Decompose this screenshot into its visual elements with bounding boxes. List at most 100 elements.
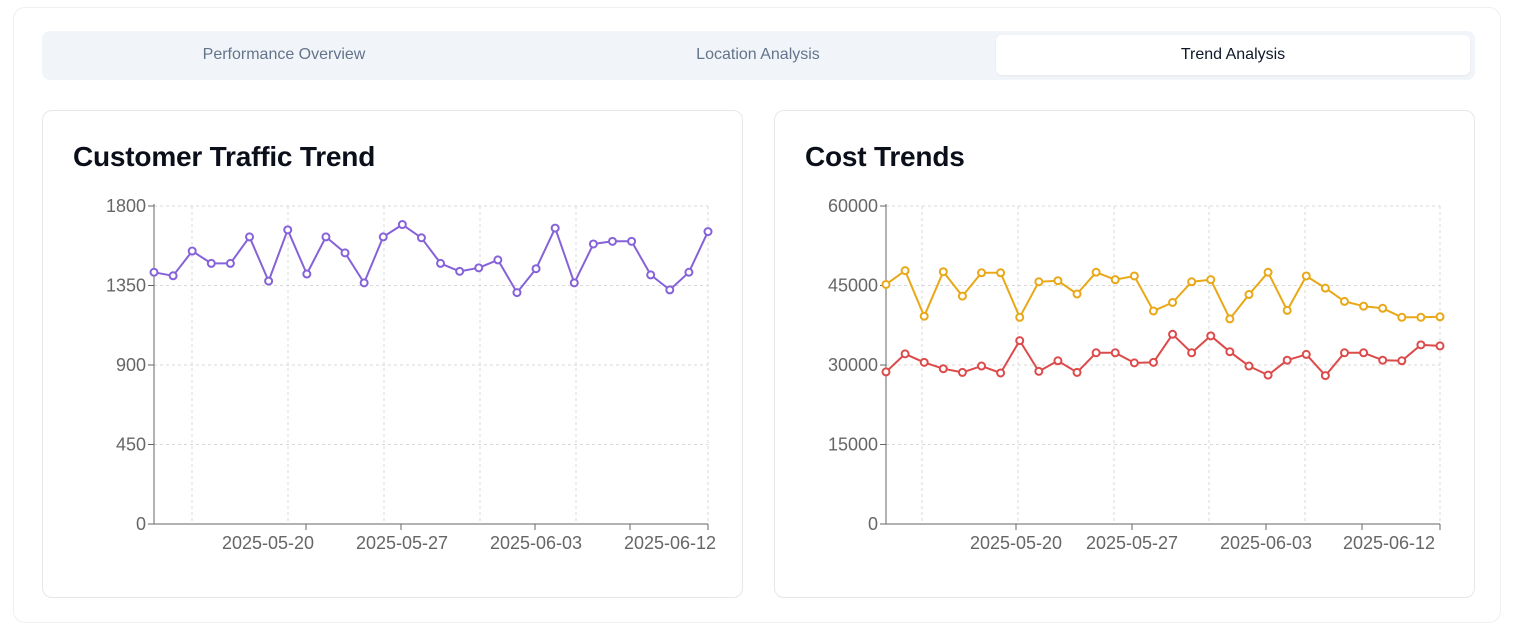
data-point bbox=[1263, 370, 1273, 380]
data-point bbox=[1072, 367, 1082, 377]
x-tick-label: 2025-06-03 bbox=[490, 533, 582, 553]
customer-traffic-title: Customer Traffic Trend bbox=[73, 141, 376, 172]
data-point bbox=[1072, 289, 1082, 299]
data-point bbox=[1378, 303, 1388, 313]
y-tick-label: 450 bbox=[116, 435, 146, 455]
data-point bbox=[1015, 336, 1025, 346]
data-point bbox=[206, 258, 216, 268]
data-point bbox=[264, 276, 274, 286]
data-point bbox=[919, 311, 929, 321]
data-point bbox=[1244, 290, 1254, 300]
cost-trends-chart: 0 15000 30000 45000 60000 2025-05-20 2025-05-2… bbox=[828, 196, 1445, 553]
tab-location-analysis[interactable]: Location Analysis bbox=[696, 46, 820, 63]
data-point bbox=[919, 357, 929, 367]
data-point bbox=[1129, 358, 1139, 368]
data-point bbox=[881, 279, 891, 289]
data-point bbox=[225, 258, 235, 268]
data-point bbox=[1378, 355, 1388, 365]
y-tick-label: 30000 bbox=[828, 355, 878, 375]
x-tick-label: 2025-06-03 bbox=[1220, 533, 1312, 553]
data-point bbox=[900, 349, 910, 359]
data-point bbox=[1015, 312, 1025, 322]
x-tick-label: 2025-05-27 bbox=[1086, 533, 1178, 553]
data-point bbox=[397, 220, 407, 230]
data-point bbox=[957, 367, 967, 377]
tab-bar: Performance Overview Location Analysis T… bbox=[42, 31, 1475, 80]
data-point bbox=[1168, 297, 1178, 307]
data-point bbox=[938, 267, 948, 277]
data-point bbox=[1187, 348, 1197, 358]
data-point bbox=[550, 223, 560, 233]
data-point bbox=[1339, 348, 1349, 358]
data-point bbox=[1110, 275, 1120, 285]
data-point bbox=[245, 232, 255, 242]
data-point bbox=[938, 364, 948, 374]
data-point bbox=[1129, 271, 1139, 281]
data-point bbox=[474, 263, 484, 273]
data-point bbox=[1206, 331, 1216, 341]
data-point bbox=[996, 368, 1006, 378]
data-point bbox=[1187, 277, 1197, 287]
y-tick-label: 0 bbox=[136, 514, 146, 534]
data-point bbox=[1397, 312, 1407, 322]
data-point bbox=[1148, 306, 1158, 316]
data-point bbox=[703, 227, 713, 237]
data-point bbox=[416, 233, 426, 243]
data-point bbox=[302, 269, 312, 279]
data-point bbox=[187, 246, 197, 256]
y-tick-label: 900 bbox=[116, 355, 146, 375]
data-point bbox=[1301, 349, 1311, 359]
y-tick-label: 45000 bbox=[828, 276, 878, 296]
data-point bbox=[168, 271, 178, 281]
data-point bbox=[1263, 267, 1273, 277]
series-line bbox=[153, 223, 709, 294]
data-point bbox=[1225, 314, 1235, 324]
tab-trend-analysis[interactable]: Trend Analysis bbox=[996, 35, 1470, 75]
data-point bbox=[1359, 301, 1369, 311]
data-point bbox=[1320, 283, 1330, 293]
data-point bbox=[881, 367, 891, 377]
data-point bbox=[977, 361, 987, 371]
customer-traffic-card: Customer Traffic Trend 0 450 900 1350 1800 20… bbox=[42, 110, 743, 598]
data-point bbox=[996, 268, 1006, 278]
data-point bbox=[493, 255, 503, 265]
data-point bbox=[1282, 305, 1292, 315]
series-line bbox=[885, 269, 1441, 320]
data-point bbox=[1359, 348, 1369, 358]
data-point bbox=[1339, 296, 1349, 306]
data-point bbox=[1320, 371, 1330, 381]
data-point bbox=[1034, 366, 1044, 376]
tab-performance-overview[interactable]: Performance Overview bbox=[202, 46, 366, 63]
data-point bbox=[1397, 356, 1407, 366]
data-point bbox=[1206, 275, 1216, 285]
data-point bbox=[378, 232, 388, 242]
data-point bbox=[1416, 340, 1426, 350]
data-point bbox=[340, 248, 350, 258]
data-point bbox=[1034, 277, 1044, 287]
data-point bbox=[1053, 276, 1063, 286]
data-point bbox=[1091, 348, 1101, 358]
data-point bbox=[283, 225, 293, 235]
data-point bbox=[321, 232, 331, 242]
data-point bbox=[1435, 312, 1445, 322]
data-point bbox=[1091, 267, 1101, 277]
series-line bbox=[885, 333, 1441, 377]
customer-traffic-chart: 0 450 900 1350 1800 2025-05-20 2025-05-27 2025-… bbox=[106, 196, 716, 553]
y-tick-label: 1800 bbox=[106, 196, 146, 216]
data-point bbox=[455, 266, 465, 276]
data-point bbox=[1168, 329, 1178, 339]
data-point bbox=[1110, 348, 1120, 358]
data-point bbox=[900, 266, 910, 276]
data-point bbox=[1148, 357, 1158, 367]
x-tick-label: 2025-05-20 bbox=[222, 533, 314, 553]
data-point bbox=[627, 236, 637, 246]
data-point bbox=[149, 267, 159, 277]
data-point bbox=[588, 239, 598, 249]
data-point bbox=[1301, 271, 1311, 281]
data-point bbox=[957, 291, 967, 301]
data-point bbox=[684, 267, 694, 277]
data-point bbox=[1416, 312, 1426, 322]
data-point bbox=[359, 278, 369, 288]
x-tick-label: 2025-05-27 bbox=[356, 533, 448, 553]
data-point bbox=[531, 264, 541, 274]
